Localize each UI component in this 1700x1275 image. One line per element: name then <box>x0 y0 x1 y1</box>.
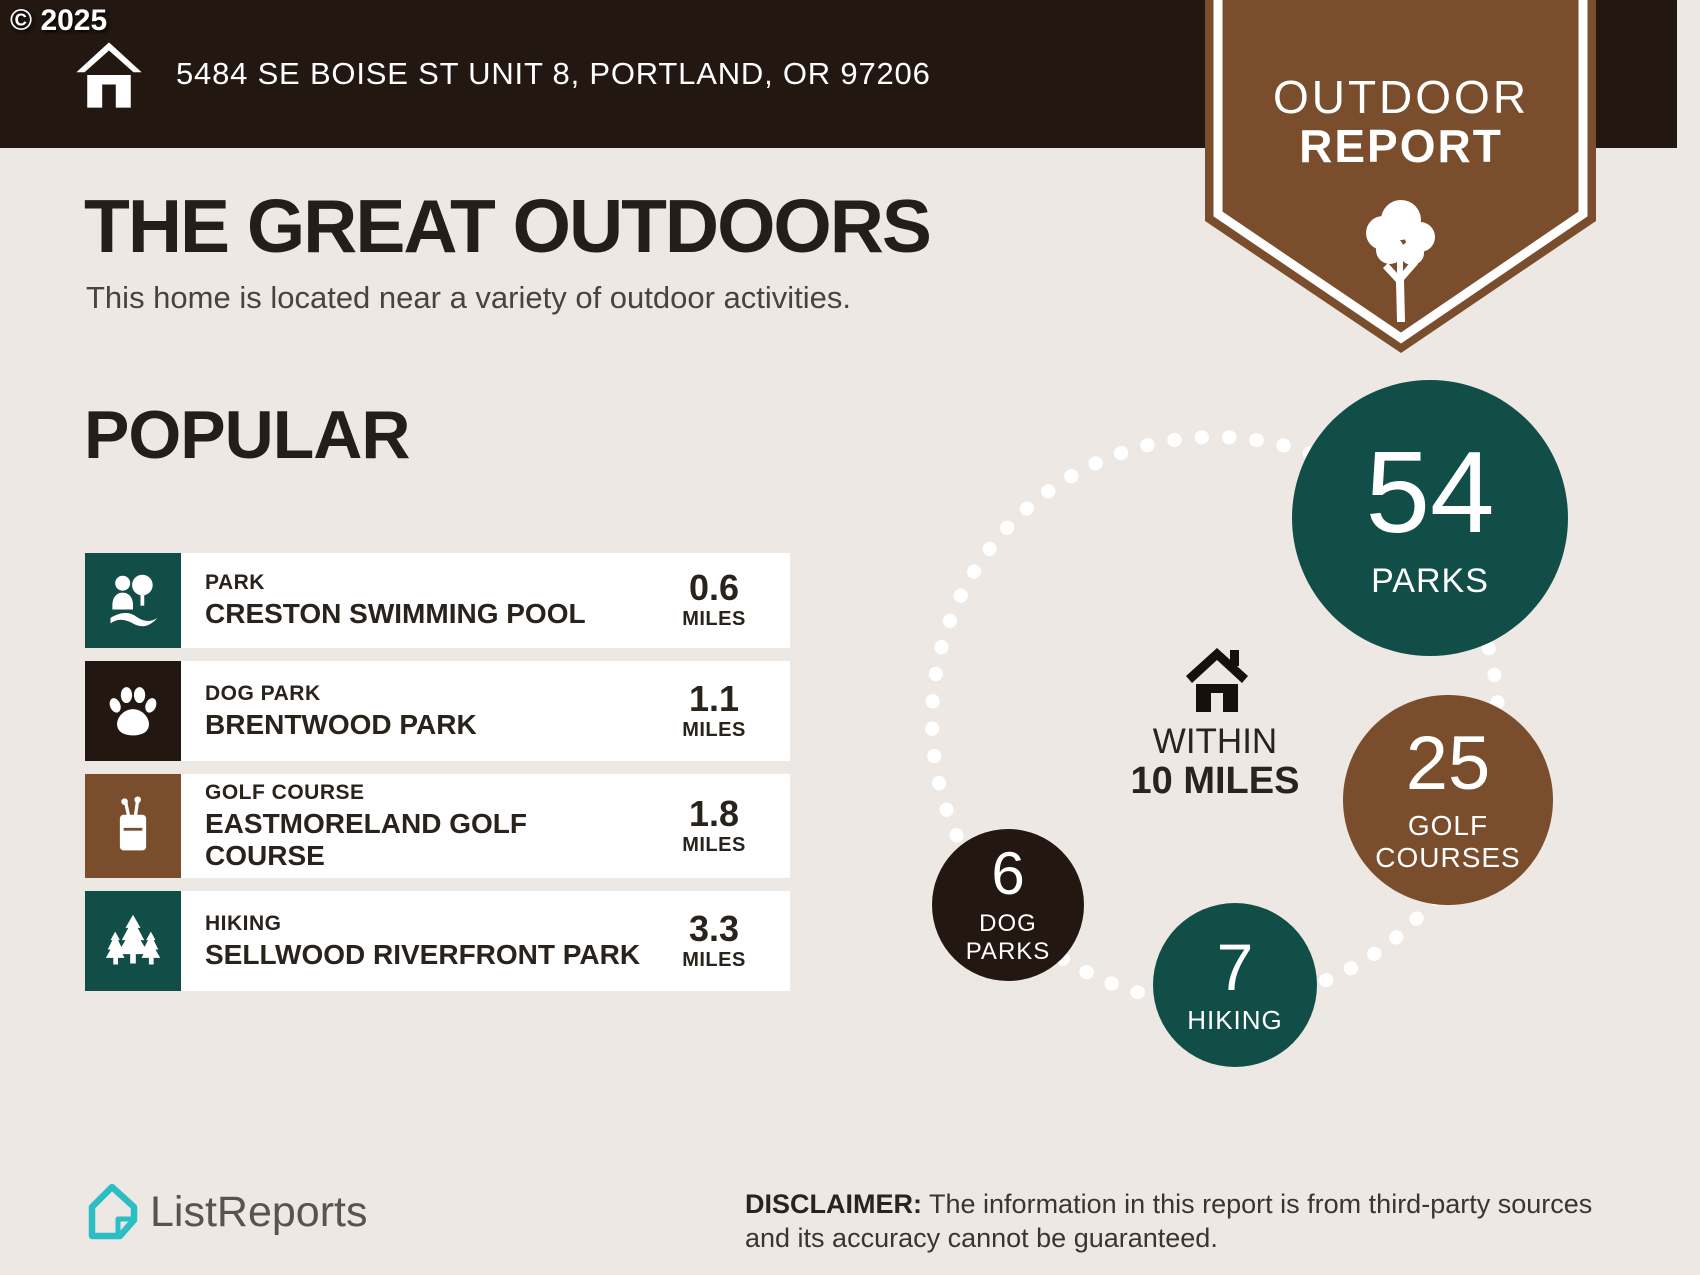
list-item-park: PARK CRESTON SWIMMING POOL 0.6 MILES <box>85 553 790 648</box>
item-distance: 3.3 MILES <box>650 891 790 991</box>
within-distance-label: 10 MILES <box>1130 760 1300 802</box>
stat-label: GOLF COURSES <box>1375 809 1521 873</box>
outdoor-report-ribbon: OUTDOOR REPORT <box>1205 0 1596 353</box>
stat-circle-golf-courses: 25 GOLF COURSES <box>1343 695 1553 905</box>
stat-circle-hiking: 7 HIKING <box>1153 903 1317 1067</box>
within-label: WITHIN <box>1152 722 1278 761</box>
item-category: GOLF COURSE <box>205 781 365 805</box>
ribbon-line2: REPORT <box>1299 120 1503 172</box>
item-name: BRENTWOOD PARK <box>205 708 477 740</box>
park-icon <box>85 553 181 648</box>
home-icon <box>76 42 142 108</box>
distance-unit: MILES <box>682 833 746 856</box>
popular-list: PARK CRESTON SWIMMING POOL 0.6 MILES DOG… <box>85 553 790 991</box>
disclaimer-text: DISCLAIMER: The information in this repo… <box>745 1188 1595 1256</box>
distance-unit: MILES <box>682 608 746 630</box>
copyright-text: © 2025 <box>10 4 108 37</box>
stat-value: 6 <box>991 840 1025 908</box>
paw-icon <box>85 661 181 761</box>
distance-value: 1.8 <box>688 792 740 834</box>
tree-icon <box>1366 200 1435 322</box>
distance-unit: MILES <box>682 718 746 741</box>
item-distance: 1.1 MILES <box>650 661 790 761</box>
ribbon-line1: OUTDOOR <box>1273 71 1529 123</box>
stat-value: 54 <box>1365 427 1495 558</box>
stat-value: 25 <box>1405 720 1491 806</box>
golf-bag-icon <box>85 774 181 878</box>
item-category: DOG PARK <box>205 681 321 705</box>
stat-value: 7 <box>1216 930 1254 1005</box>
list-item-text: PARK CRESTON SWIMMING POOL <box>181 553 650 648</box>
disclaimer-body: The information in this report is from t… <box>745 1189 1593 1253</box>
disclaimer-label: DISCLAIMER: <box>745 1189 922 1219</box>
distance-unit: MILES <box>682 948 746 971</box>
page-subtitle: This home is located near a variety of o… <box>86 280 852 315</box>
list-item-text: GOLF COURSE EASTMORELAND GOLF COURSE <box>181 774 650 878</box>
stat-label: PARKS <box>1371 562 1489 601</box>
distance-value: 3.3 <box>688 907 740 949</box>
item-category: HIKING <box>205 911 282 935</box>
list-item-dog-park: DOG PARK BRENTWOOD PARK 1.1 MILES <box>85 661 790 761</box>
pine-trees-icon <box>85 891 181 991</box>
listreports-logo-icon <box>88 1183 138 1240</box>
stat-label: HIKING <box>1187 1005 1283 1036</box>
stat-circle-dog-parks: 6 DOG PARKS <box>932 829 1084 981</box>
list-item-text: DOG PARK BRENTWOOD PARK <box>181 661 650 761</box>
item-distance: 0.6 MILES <box>650 553 790 648</box>
property-address: 5484 SE BOISE ST UNIT 8, PORTLAND, OR 97… <box>176 56 931 91</box>
popular-section-title: POPULAR <box>84 397 410 473</box>
house-icon <box>1186 648 1248 712</box>
distance-value: 1.1 <box>688 677 740 719</box>
item-name: EASTMORELAND GOLF COURSE <box>205 808 527 871</box>
list-item-text: HIKING SELLWOOD RIVERFRONT PARK <box>181 891 650 991</box>
page-title: THE GREAT OUTDOORS <box>84 184 932 268</box>
list-item-golf-course: GOLF COURSE EASTMORELAND GOLF COURSE 1.8… <box>85 774 790 878</box>
stat-circle-parks: 54 PARKS <box>1292 380 1568 656</box>
distance-value: 0.6 <box>688 567 740 608</box>
list-item-hiking: HIKING SELLWOOD RIVERFRONT PARK 3.3 MILE… <box>85 891 790 991</box>
item-category: PARK <box>205 571 265 595</box>
item-name: CRESTON SWIMMING POOL <box>205 598 586 630</box>
stat-label: DOG PARKS <box>965 910 1051 965</box>
brand-name: ListReports <box>150 1188 368 1236</box>
item-name: SELLWOOD RIVERFRONT PARK <box>205 938 641 970</box>
item-distance: 1.8 MILES <box>650 774 790 878</box>
